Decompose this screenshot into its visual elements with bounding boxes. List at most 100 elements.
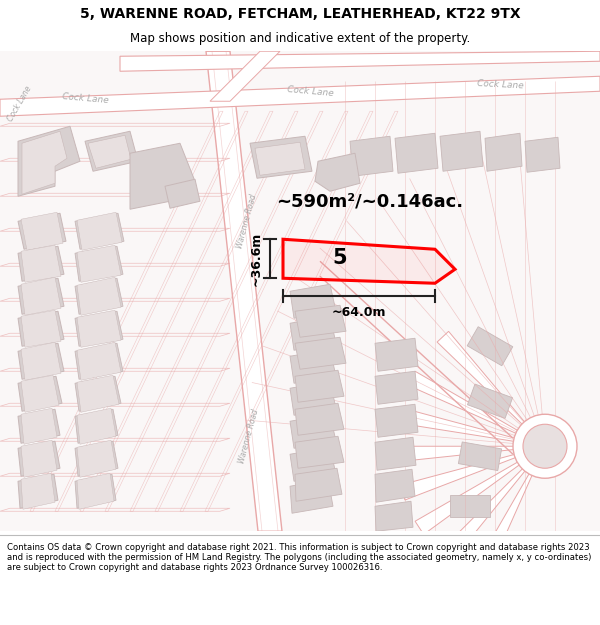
Polygon shape <box>375 338 418 371</box>
Text: Cock Lane: Cock Lane <box>61 92 109 105</box>
Polygon shape <box>77 473 114 509</box>
Polygon shape <box>18 246 64 281</box>
Polygon shape <box>400 446 545 500</box>
Polygon shape <box>290 349 336 383</box>
Polygon shape <box>295 305 346 338</box>
Polygon shape <box>75 213 124 249</box>
Polygon shape <box>283 239 455 283</box>
Polygon shape <box>21 473 55 509</box>
Polygon shape <box>21 245 61 282</box>
Text: 5, WARENNE ROAD, FETCHAM, LEATHERHEAD, KT22 9TX: 5, WARENNE ROAD, FETCHAM, LEATHERHEAD, K… <box>80 8 520 21</box>
Polygon shape <box>375 501 413 531</box>
Polygon shape <box>295 403 344 435</box>
Polygon shape <box>85 131 138 171</box>
Bar <box>467 327 513 366</box>
Polygon shape <box>165 179 200 208</box>
Polygon shape <box>290 316 336 350</box>
Text: Warenne Road: Warenne Road <box>238 408 260 464</box>
Polygon shape <box>415 446 545 534</box>
Polygon shape <box>315 153 360 191</box>
Circle shape <box>513 414 577 478</box>
Polygon shape <box>395 133 438 173</box>
Polygon shape <box>290 414 336 448</box>
Polygon shape <box>18 441 60 476</box>
Polygon shape <box>77 213 122 250</box>
Polygon shape <box>21 310 61 348</box>
Polygon shape <box>375 469 415 502</box>
Text: ~36.6m: ~36.6m <box>250 232 263 286</box>
Polygon shape <box>18 311 64 346</box>
Polygon shape <box>206 51 282 531</box>
Bar <box>458 442 502 471</box>
Text: Cock Lane: Cock Lane <box>476 79 524 90</box>
Polygon shape <box>88 135 131 168</box>
Polygon shape <box>290 284 336 318</box>
Bar <box>467 384 512 418</box>
Text: ~64.0m: ~64.0m <box>332 306 386 319</box>
Polygon shape <box>75 441 118 476</box>
Polygon shape <box>77 310 121 348</box>
Text: 5: 5 <box>332 248 347 268</box>
Polygon shape <box>375 371 418 404</box>
Polygon shape <box>18 409 60 443</box>
Polygon shape <box>295 370 344 402</box>
Polygon shape <box>395 446 545 462</box>
Polygon shape <box>210 51 280 101</box>
Polygon shape <box>18 278 64 314</box>
Polygon shape <box>75 409 118 443</box>
Polygon shape <box>77 375 119 413</box>
Polygon shape <box>22 131 67 194</box>
Polygon shape <box>75 278 123 314</box>
Polygon shape <box>485 133 522 171</box>
Polygon shape <box>255 142 305 175</box>
Polygon shape <box>0 76 600 116</box>
Text: Map shows position and indicative extent of the property.: Map shows position and indicative extent… <box>130 32 470 46</box>
Polygon shape <box>130 143 195 209</box>
Polygon shape <box>295 436 344 468</box>
Polygon shape <box>21 408 57 444</box>
Polygon shape <box>21 278 61 315</box>
Polygon shape <box>18 126 80 196</box>
Polygon shape <box>18 474 58 508</box>
Polygon shape <box>21 213 63 250</box>
Polygon shape <box>290 381 336 415</box>
Polygon shape <box>18 213 66 249</box>
Polygon shape <box>120 51 600 71</box>
Polygon shape <box>440 131 483 171</box>
Text: ~590m²/~0.146ac.: ~590m²/~0.146ac. <box>277 192 464 210</box>
Text: Contains OS data © Crown copyright and database right 2021. This information is : Contains OS data © Crown copyright and d… <box>7 542 592 572</box>
Polygon shape <box>350 136 393 176</box>
Polygon shape <box>75 343 123 379</box>
Circle shape <box>523 424 567 468</box>
Polygon shape <box>21 440 57 478</box>
Polygon shape <box>437 331 545 446</box>
Polygon shape <box>77 408 116 444</box>
Polygon shape <box>75 311 123 346</box>
Polygon shape <box>439 446 545 563</box>
Polygon shape <box>295 338 346 369</box>
Polygon shape <box>375 404 418 437</box>
Polygon shape <box>77 342 121 380</box>
Polygon shape <box>77 440 116 478</box>
Polygon shape <box>470 446 545 583</box>
Polygon shape <box>525 138 560 172</box>
Polygon shape <box>408 371 545 446</box>
Polygon shape <box>290 479 333 513</box>
Polygon shape <box>18 343 64 379</box>
Text: Warenne Road: Warenne Road <box>235 193 259 249</box>
Polygon shape <box>21 375 59 413</box>
Polygon shape <box>295 468 342 501</box>
Polygon shape <box>397 408 545 446</box>
Bar <box>450 495 490 518</box>
Polygon shape <box>375 438 416 470</box>
Polygon shape <box>77 278 121 315</box>
Polygon shape <box>77 245 121 282</box>
Polygon shape <box>250 136 312 178</box>
Polygon shape <box>75 246 123 281</box>
Text: Cock Lane: Cock Lane <box>286 85 334 98</box>
Text: Cock Lane: Cock Lane <box>6 84 34 122</box>
Polygon shape <box>21 342 61 380</box>
Polygon shape <box>75 474 116 508</box>
Polygon shape <box>290 448 336 481</box>
Polygon shape <box>18 376 62 411</box>
